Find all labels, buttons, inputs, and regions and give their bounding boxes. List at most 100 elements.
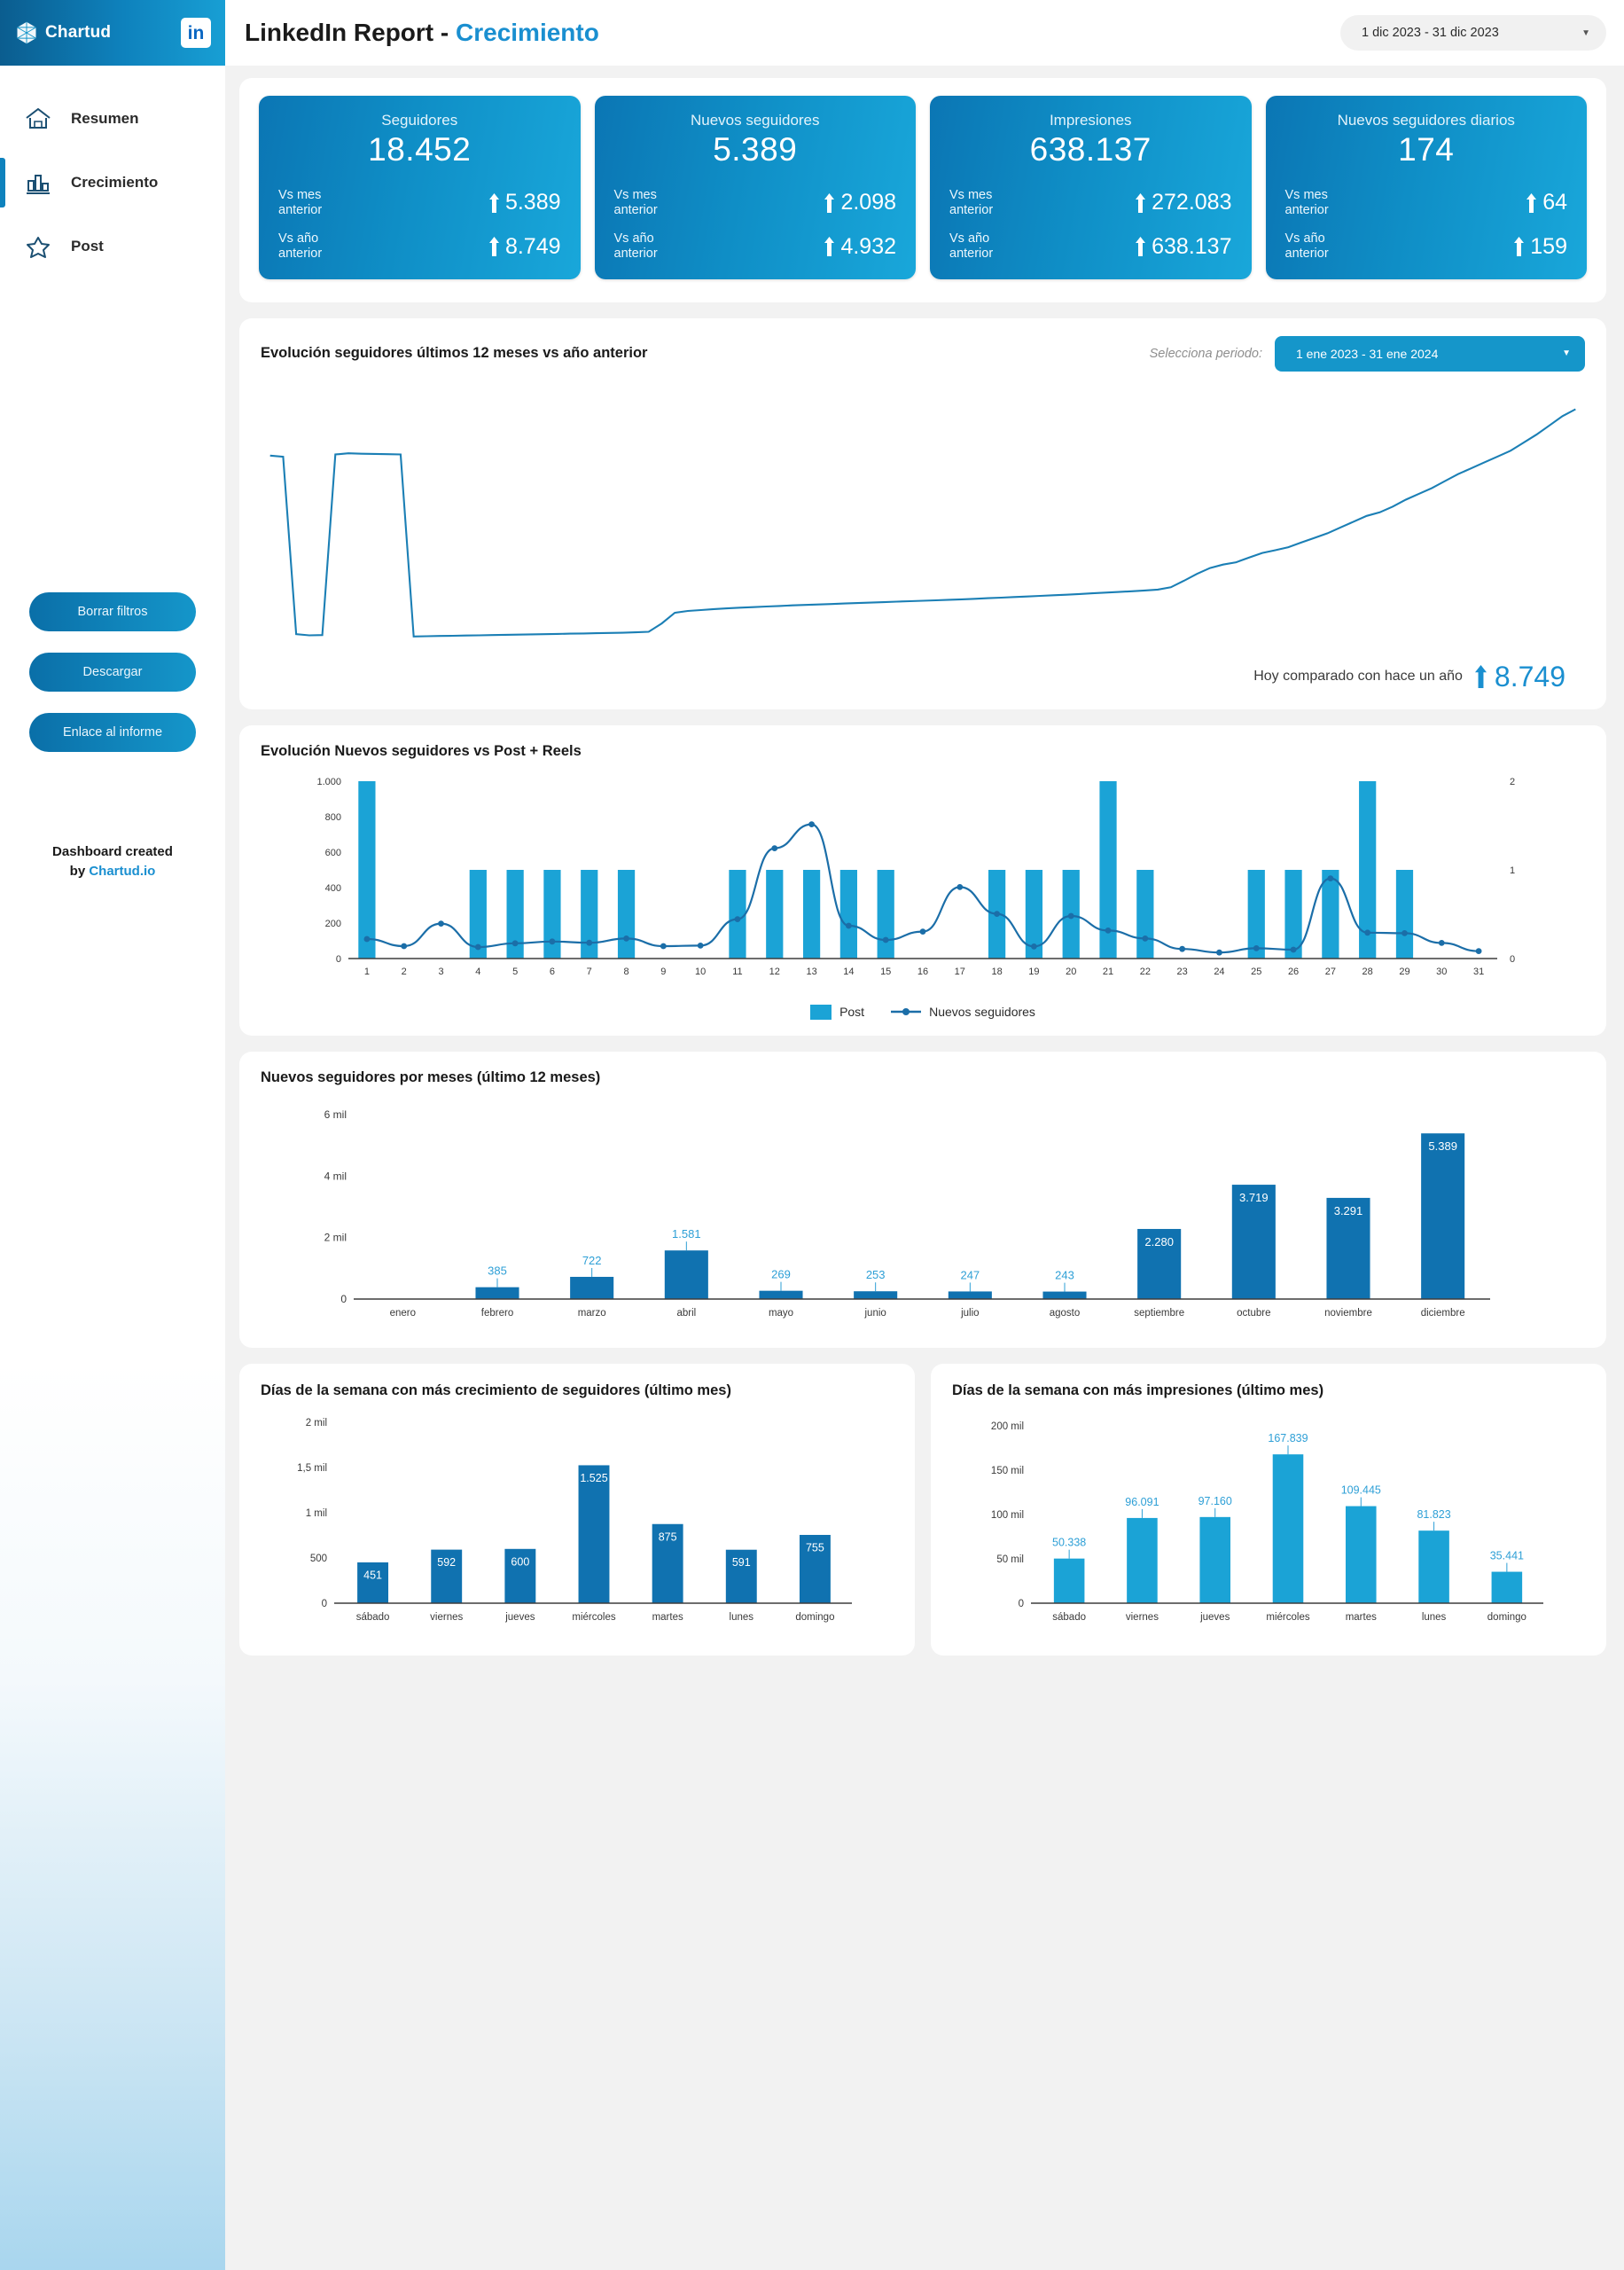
- kpi-delta: 272.083: [1136, 190, 1232, 215]
- legend-item-post[interactable]: Post: [810, 1004, 864, 1020]
- kpi-delta-value: 64: [1542, 190, 1567, 215]
- svg-text:11: 11: [732, 967, 742, 977]
- descargar-button[interactable]: Descargar: [29, 653, 196, 692]
- svg-text:81.823: 81.823: [1417, 1508, 1450, 1521]
- kpi-card-seguidores[interactable]: Seguidores 18.452 Vs mes anterior 5.389: [259, 96, 581, 279]
- page-title: LinkedIn Report - Crecimiento: [245, 19, 599, 47]
- svg-text:1.525: 1.525: [580, 1472, 607, 1484]
- svg-text:20: 20: [1066, 967, 1076, 977]
- svg-text:451: 451: [363, 1569, 382, 1582]
- kpi-compare-label: Vs mes anterior: [1284, 188, 1329, 217]
- linkedin-icon[interactable]: in: [181, 18, 211, 48]
- kpi-value: 5.389: [713, 131, 798, 168]
- date-range-select[interactable]: 1 dic 2023 - 31 dic 2023 ▼: [1340, 15, 1606, 51]
- kpi-panel: Seguidores 18.452 Vs mes anterior 5.389: [239, 78, 1606, 302]
- sidebar-actions: Borrar filtros Descargar Enlace al infor…: [0, 592, 225, 773]
- svg-text:27: 27: [1325, 967, 1336, 977]
- kpi-card-impresiones[interactable]: Impresiones 638.137 Vs mes anterior 272.…: [930, 96, 1252, 279]
- svg-text:0: 0: [1019, 1599, 1024, 1609]
- svg-text:592: 592: [437, 1556, 456, 1569]
- combo-panel-title: Evolución Nuevos seguidores vs Post + Re…: [261, 742, 582, 759]
- legend-item-nuevos-seguidores[interactable]: Nuevos seguidores: [891, 1005, 1035, 1019]
- combo-legend: Post Nuevos seguidores: [261, 1004, 1585, 1020]
- kpi-delta-value: 4.932: [840, 233, 896, 259]
- kpi-compare-label: Vs año anterior: [949, 231, 994, 262]
- svg-text:28: 28: [1362, 967, 1373, 977]
- svg-text:abril: abril: [676, 1308, 696, 1319]
- kpi-comparison-row: Vs mes anterior 272.083: [949, 188, 1232, 217]
- svg-text:septiembre: septiembre: [1134, 1308, 1184, 1319]
- evolution-line-chart: [261, 391, 1585, 648]
- kpi-compare-label: Vs año anterior: [613, 231, 658, 262]
- kpi-comparison-row: Vs mes anterior 2.098: [614, 188, 897, 217]
- svg-text:marzo: marzo: [578, 1308, 606, 1319]
- kpi-delta-value: 638.137: [1152, 233, 1232, 259]
- credit-by-text: by: [69, 863, 90, 879]
- kpi-delta-value: 5.389: [504, 190, 561, 215]
- svg-text:miércoles: miércoles: [1266, 1612, 1309, 1623]
- svg-text:1 mil: 1 mil: [306, 1508, 327, 1519]
- chartud-link[interactable]: Chartud.io: [89, 863, 156, 879]
- svg-text:1: 1: [1510, 865, 1515, 876]
- star-icon: [23, 231, 53, 262]
- sidebar: Chartud in Resumen Crecimiento: [0, 0, 225, 2270]
- svg-text:50.338: 50.338: [1052, 1537, 1086, 1549]
- svg-text:4: 4: [475, 967, 480, 977]
- kpi-title: Nuevos seguidores diarios: [1337, 112, 1515, 129]
- kpi-comparisons: Vs mes anterior 2.098 Vs año anterior: [614, 188, 897, 262]
- legend-line-marker-icon: [891, 1006, 922, 1017]
- kpi-card-nuevos-seguidores-diarios[interactable]: Nuevos seguidores diarios 174 Vs mes ant…: [1265, 96, 1587, 279]
- bar-chart-icon: [23, 168, 53, 198]
- kpi-card-nuevos-seguidores[interactable]: Nuevos seguidores 5.389 Vs mes anterior …: [594, 96, 916, 279]
- evolution-panel-header: Evolución seguidores últimos 12 meses vs…: [261, 335, 1585, 372]
- svg-text:sábado: sábado: [356, 1612, 390, 1623]
- svg-text:200: 200: [325, 919, 341, 929]
- sidebar-item-resumen[interactable]: Resumen: [0, 87, 225, 151]
- svg-text:109.445: 109.445: [1341, 1484, 1381, 1497]
- period-selector-group: Selecciona periodo: 1 ene 2023 - 31 ene …: [1150, 335, 1585, 372]
- svg-text:875: 875: [659, 1531, 677, 1544]
- arrow-up-icon: [1136, 192, 1146, 213]
- svg-text:lunes: lunes: [730, 1612, 754, 1623]
- evolution-panel-title: Evolución seguidores últimos 12 meses vs…: [261, 345, 648, 362]
- svg-text:22: 22: [1140, 967, 1151, 977]
- arrow-up-icon: [1474, 665, 1487, 689]
- svg-text:755: 755: [806, 1542, 824, 1554]
- arrow-up-icon: [1136, 237, 1146, 257]
- sidebar-item-post[interactable]: Post: [0, 215, 225, 278]
- svg-text:2.280: 2.280: [1144, 1235, 1174, 1248]
- svg-text:14: 14: [843, 967, 854, 977]
- svg-text:600: 600: [325, 848, 341, 858]
- sidebar-item-crecimiento[interactable]: Crecimiento: [0, 151, 225, 215]
- kpi-delta-value: 159: [1530, 233, 1567, 259]
- svg-text:2 mil: 2 mil: [306, 1418, 327, 1429]
- svg-text:2 mil: 2 mil: [324, 1231, 347, 1243]
- svg-text:18: 18: [991, 967, 1002, 977]
- svg-text:600: 600: [511, 1556, 529, 1569]
- kpi-delta-value: 272.083: [1152, 190, 1232, 215]
- period-select[interactable]: 1 ene 2023 - 31 ene 2024 ▼: [1275, 335, 1585, 372]
- evolution-footer-label: Hoy comparado con hace un año: [1253, 669, 1463, 685]
- svg-text:16: 16: [917, 967, 928, 977]
- arrow-up-icon: [1514, 237, 1525, 257]
- svg-text:243: 243: [1055, 1268, 1074, 1281]
- kpi-value: 18.452: [368, 131, 472, 168]
- svg-text:diciembre: diciembre: [1421, 1308, 1465, 1319]
- arrow-up-icon: [824, 192, 835, 213]
- borrar-filtros-button[interactable]: Borrar filtros: [29, 592, 196, 631]
- kpi-delta: 159: [1514, 234, 1567, 260]
- weekday-impressions-panel: Días de la semana con más impresiones (ú…: [931, 1363, 1606, 1656]
- svg-text:10: 10: [695, 967, 706, 977]
- kpi-delta-value: 2.098: [840, 190, 896, 215]
- bottom-charts-row: Días de la semana con más crecimiento de…: [239, 1363, 1606, 1656]
- svg-text:martes: martes: [1346, 1612, 1377, 1623]
- svg-text:50 mil: 50 mil: [996, 1554, 1024, 1565]
- page-title-main: LinkedIn Report -: [245, 19, 456, 46]
- weekday-impressions-title: Días de la semana con más impresiones (ú…: [952, 1382, 1324, 1398]
- svg-text:97.160: 97.160: [1198, 1495, 1232, 1507]
- enlace-al-informe-button[interactable]: Enlace al informe: [29, 713, 196, 752]
- svg-text:7: 7: [587, 967, 592, 977]
- period-select-value: 1 ene 2023 - 31 ene 2024: [1296, 346, 1439, 361]
- svg-text:5.389: 5.389: [1428, 1139, 1457, 1153]
- arrow-up-icon: [488, 192, 499, 213]
